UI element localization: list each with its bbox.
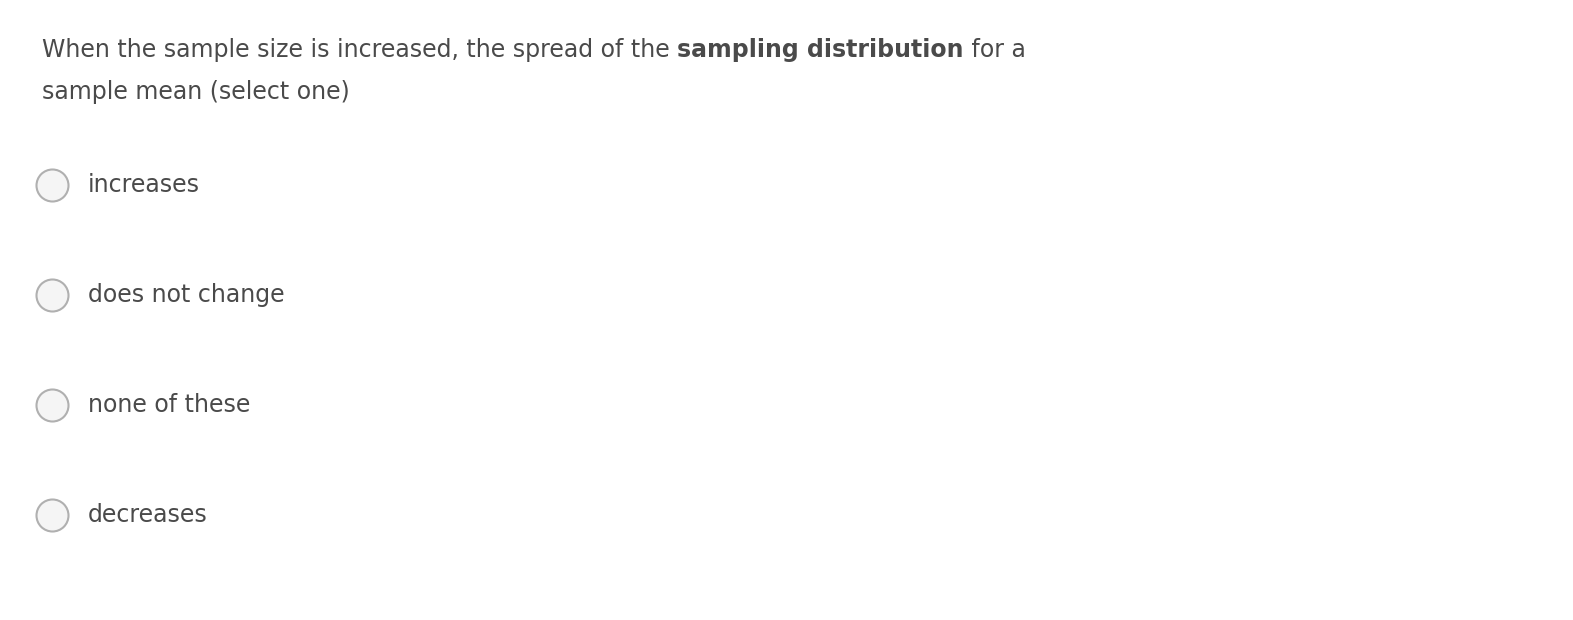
Text: increases: increases [88,173,200,197]
Point [39,400,64,410]
Text: decreases: decreases [88,503,208,527]
Text: sampling distribution: sampling distribution [678,38,964,62]
Text: When the sample size is increased, the spread of the: When the sample size is increased, the s… [42,38,678,62]
Text: for a: for a [964,38,1026,62]
Text: sample mean (select one): sample mean (select one) [42,80,349,104]
Text: does not change: does not change [88,283,285,307]
Point [39,290,64,300]
Point [39,510,64,520]
Point [39,180,64,190]
Text: none of these: none of these [88,393,250,417]
